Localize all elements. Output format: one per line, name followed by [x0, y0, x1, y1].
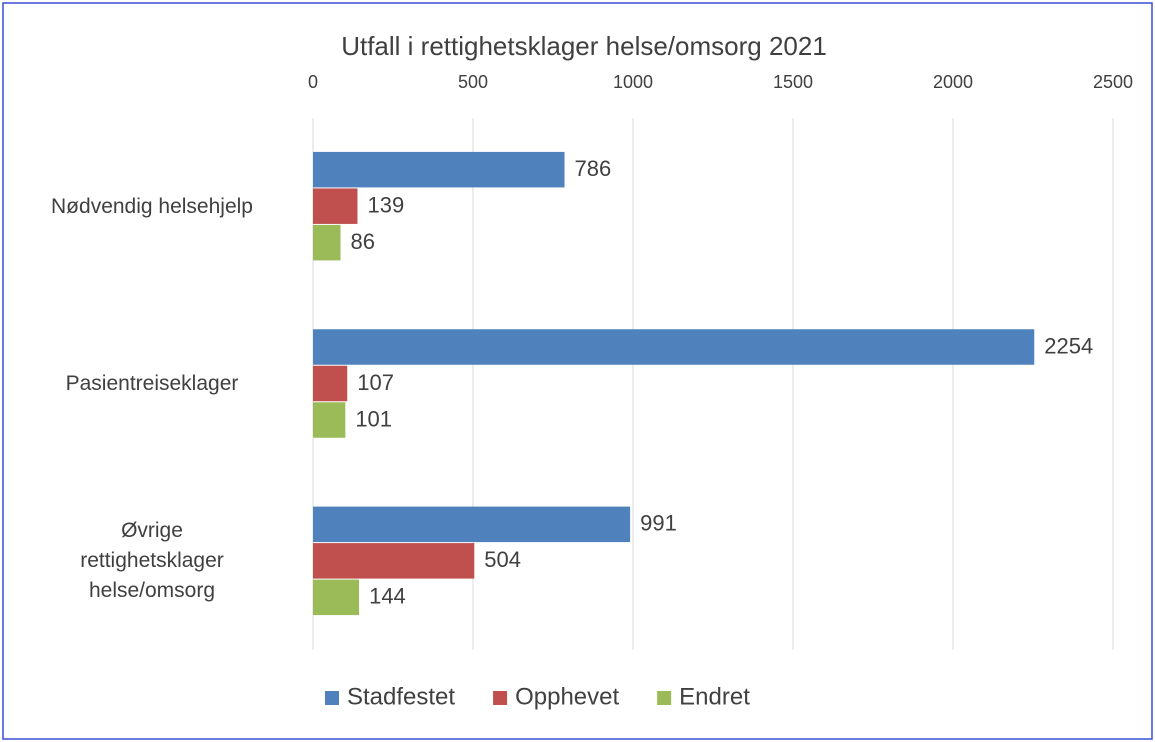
x-tick-label: 2500 [1093, 72, 1133, 92]
legend-swatch [325, 691, 339, 705]
bar [313, 188, 358, 224]
legend-label: Opphevet [515, 683, 619, 710]
x-tick-label: 1500 [773, 72, 813, 92]
y-tick-label: Pasientreiseklager [65, 372, 239, 395]
y-tick-label: Nødvendig helsehjelp [51, 194, 253, 218]
x-tick-label: 500 [458, 72, 488, 92]
value-label: 2254 [1044, 333, 1093, 358]
bar [313, 506, 631, 543]
value-label: 101 [355, 406, 392, 431]
value-label: 107 [357, 370, 394, 395]
bar [313, 402, 346, 438]
x-tick-label: 2000 [933, 72, 973, 92]
legend-label: Stadfestet [347, 683, 455, 710]
bar [313, 543, 475, 579]
bar [313, 579, 360, 616]
bar [313, 329, 1035, 365]
bar [313, 224, 341, 261]
x-tick-label: 0 [308, 72, 318, 92]
legend-swatch [657, 691, 672, 705]
value-label: 991 [640, 511, 677, 536]
value-label: 786 [575, 156, 612, 181]
value-label: 144 [369, 584, 406, 609]
value-label: 139 [367, 192, 404, 217]
legend-label: Endret [679, 683, 750, 710]
y-tick-label: Øvrige rettighetsklager helse/omsorg [80, 519, 224, 603]
bar [313, 365, 348, 402]
legend-swatch [493, 691, 508, 705]
chart-title: Utfall i rettighetsklager helse/omsorg 2… [341, 31, 827, 61]
x-tick-label: 1000 [613, 72, 653, 92]
value-label: 504 [484, 547, 521, 572]
bar [313, 151, 565, 188]
value-label: 86 [351, 229, 375, 254]
